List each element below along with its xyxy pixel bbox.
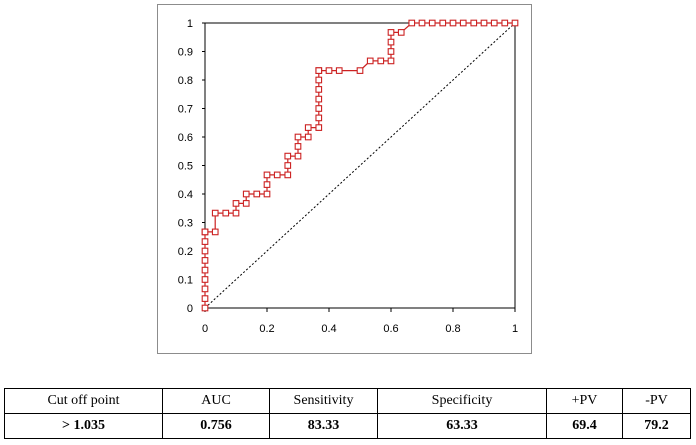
- results-table: Cut off point AUC Sensitivity Specificit…: [4, 388, 691, 439]
- roc-point: [418, 19, 426, 27]
- roc-point: [242, 200, 250, 207]
- roc-point: [470, 19, 478, 27]
- roc-point: [315, 124, 323, 131]
- roc-point: [201, 247, 209, 255]
- roc-point: [201, 266, 209, 274]
- chart-frame: 0 0.1 0.2 0.3 0.4 0.5 0.6 0.7 0.8 0.9 1 0 0.2 0.4 0.6 0…: [157, 4, 532, 354]
- roc-point: [304, 133, 312, 141]
- roc-point: [408, 19, 416, 27]
- roc-point: [201, 257, 209, 264]
- roc-point: [201, 304, 209, 312]
- x-tick-label: 0.8: [445, 323, 460, 335]
- roc-point: [284, 171, 292, 179]
- roc-point: [449, 19, 457, 27]
- value-positive-pv: 69.4: [546, 413, 623, 439]
- header-positive-pv: +PV: [546, 388, 623, 414]
- x-tick-label: 0.4: [321, 323, 336, 335]
- y-tick-label: 0.5: [178, 161, 193, 173]
- roc-point: [294, 152, 302, 160]
- header-specificity: Specificity: [377, 388, 547, 414]
- roc-point: [232, 200, 240, 207]
- roc-point: [201, 228, 209, 236]
- roc-point: [387, 48, 395, 55]
- roc-point: [284, 152, 292, 160]
- y-tick-label: 0: [187, 303, 193, 315]
- header-auc: AUC: [162, 388, 270, 414]
- roc-point: [335, 67, 343, 74]
- roc-point: [201, 238, 209, 245]
- header-sensitivity: Sensitivity: [269, 388, 378, 414]
- roc-point: [501, 19, 509, 27]
- roc-point: [242, 190, 250, 198]
- roc-point: [211, 209, 219, 217]
- y-tick-label: 0.3: [178, 218, 193, 230]
- x-tick-label: 1: [512, 323, 518, 335]
- roc-point: [397, 29, 405, 36]
- roc-point: [201, 295, 209, 302]
- roc-point: [263, 171, 271, 179]
- value-auc: 0.756: [162, 413, 270, 439]
- diagonal-reference-line: [204, 22, 516, 309]
- header-cut-off-point: Cut off point: [4, 388, 163, 414]
- x-tick-label: 0.6: [383, 323, 398, 335]
- roc-point: [273, 171, 281, 179]
- roc-point: [294, 133, 302, 141]
- roc-point: [211, 228, 219, 236]
- roc-point: [325, 67, 333, 74]
- roc-point: [439, 19, 447, 27]
- roc-point: [263, 190, 271, 198]
- roc-point: [263, 181, 271, 188]
- roc-point: [232, 209, 240, 217]
- roc-point: [366, 57, 374, 65]
- value-negative-pv: 79.2: [622, 413, 691, 439]
- roc-point: [315, 95, 323, 103]
- y-tick-label: 0.7: [178, 104, 193, 116]
- roc-point: [253, 190, 261, 198]
- roc-point: [387, 57, 395, 65]
- header-negative-pv: -PV: [622, 388, 691, 414]
- y-tick-label: 0.4: [178, 189, 193, 201]
- roc-point: [511, 19, 519, 27]
- roc-point: [459, 19, 467, 27]
- value-specificity: 63.33: [377, 413, 547, 439]
- y-tick-label: 0.1: [178, 275, 193, 287]
- roc-point: [315, 114, 323, 122]
- table-header-row: Cut off point AUC Sensitivity Specificit…: [4, 388, 691, 414]
- y-tick-label: 0.6: [178, 132, 193, 144]
- roc-point: [315, 76, 323, 84]
- roc-point: [377, 57, 385, 65]
- roc-point: [315, 86, 323, 93]
- roc-point: [304, 124, 312, 131]
- roc-point: [387, 29, 395, 36]
- x-tick-label: 0.2: [259, 323, 274, 335]
- x-tick-label: 0: [202, 323, 208, 335]
- roc-point: [315, 105, 323, 112]
- roc-point: [490, 19, 498, 27]
- y-tick-label: 0.2: [178, 246, 193, 258]
- roc-chart: 0 0.1 0.2 0.3 0.4 0.5 0.6 0.7 0.8 0.9 1 0 0.2 0.4 0.6 0…: [178, 18, 519, 335]
- y-tick-label: 0.8: [178, 75, 193, 87]
- roc-point: [315, 67, 323, 74]
- roc-point: [284, 162, 292, 169]
- roc-point: [201, 285, 209, 293]
- value-sensitivity: 83.33: [269, 413, 378, 439]
- roc-point: [294, 143, 302, 150]
- roc-point: [387, 38, 395, 46]
- y-tick-label: 0.9: [178, 47, 193, 59]
- value-cut-off-point: > 1.035: [4, 413, 163, 439]
- table-value-row: > 1.035 0.756 83.33 63.33 69.4 79.2: [4, 413, 691, 439]
- roc-point: [428, 19, 436, 27]
- y-tick-label: 1: [187, 18, 193, 30]
- roc-point: [480, 19, 488, 27]
- roc-point: [356, 67, 364, 74]
- roc-point: [222, 209, 230, 217]
- roc-point: [201, 276, 209, 283]
